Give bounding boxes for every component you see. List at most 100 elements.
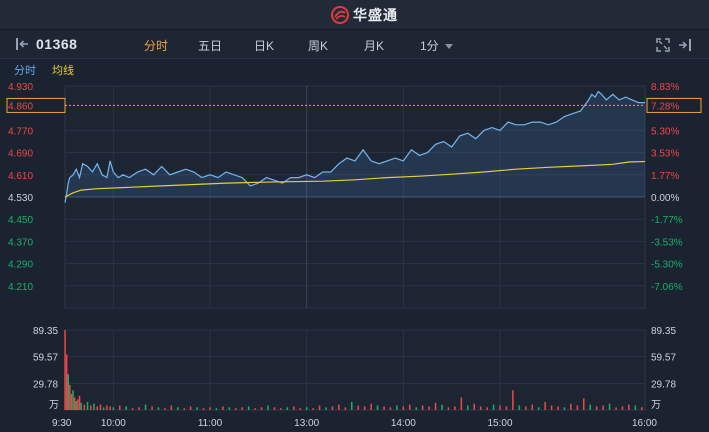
volume-bar bbox=[518, 405, 521, 410]
volume-bar bbox=[447, 407, 450, 410]
volume-bar bbox=[428, 406, 430, 410]
time-axis-label: 11:00 bbox=[198, 418, 223, 429]
volume-bar bbox=[563, 407, 566, 410]
percent-axis-label: 3.53% bbox=[651, 149, 679, 160]
volume-bar bbox=[383, 406, 385, 410]
volume-bar bbox=[106, 405, 108, 410]
intraday-chart[interactable]: 4.930 8.83% 4.860 7.28% 4.770 5.30% 4.690 3.53%… bbox=[0, 80, 709, 432]
volume-bar bbox=[144, 404, 147, 410]
volume-bar bbox=[351, 401, 353, 410]
volume-bar bbox=[64, 330, 66, 410]
volume-bar bbox=[402, 406, 405, 410]
volume-axis-label: 29.78 bbox=[33, 379, 58, 390]
current-price-box bbox=[6, 97, 66, 113]
volume-bar bbox=[228, 407, 231, 410]
volume-bar bbox=[557, 406, 559, 410]
volume-bar bbox=[109, 406, 111, 410]
volume-bar bbox=[209, 407, 211, 410]
volume-bar bbox=[138, 407, 140, 410]
back-icon[interactable] bbox=[14, 36, 30, 52]
volume-bar bbox=[641, 407, 643, 410]
tab-daily-k[interactable]: 日K bbox=[254, 39, 275, 53]
volume-bar bbox=[151, 406, 153, 410]
percent-axis-label: -7.06% bbox=[651, 282, 683, 293]
volume-bar bbox=[486, 407, 488, 410]
volume-bar bbox=[512, 390, 514, 410]
price-axis-label: 4.290 bbox=[8, 260, 33, 271]
volume-unit-label-right: 万 bbox=[651, 400, 661, 411]
volume-bar bbox=[376, 405, 379, 410]
volume-bar bbox=[280, 408, 282, 410]
mode-label[interactable]: 分时 bbox=[14, 65, 36, 77]
volume-bar bbox=[99, 404, 102, 410]
volume-bar bbox=[183, 408, 185, 410]
volume-bar bbox=[479, 406, 482, 410]
volume-bar bbox=[86, 401, 89, 410]
volume-bar bbox=[396, 405, 398, 410]
volume-axis-label: 89.35 bbox=[33, 326, 58, 337]
percent-axis-label: -3.53% bbox=[651, 237, 683, 248]
volume-bar bbox=[235, 408, 237, 410]
volume-bar bbox=[505, 406, 508, 410]
volume-bar bbox=[164, 408, 166, 410]
volume-bar bbox=[131, 408, 134, 410]
volume-bar bbox=[415, 407, 417, 410]
volume-bar bbox=[621, 406, 624, 410]
volume-bar bbox=[202, 408, 205, 410]
volume-bar bbox=[73, 397, 76, 410]
volume-bar bbox=[460, 397, 463, 410]
tab-five-day[interactable]: 五日 bbox=[198, 39, 223, 53]
tab-weekly-k[interactable]: 周K bbox=[308, 39, 329, 53]
volume-bar bbox=[467, 405, 469, 410]
volume-bar bbox=[525, 406, 527, 410]
volume-unit-label: 万 bbox=[49, 400, 59, 411]
volume-bar bbox=[389, 407, 392, 410]
volume-bar bbox=[125, 406, 127, 410]
tab-minute-interval[interactable]: 1分 bbox=[420, 37, 453, 54]
price-axis-label: 4.450 bbox=[8, 215, 33, 226]
volume-bar bbox=[409, 404, 411, 410]
volume-bar bbox=[119, 405, 121, 410]
collapse-panel-icon[interactable] bbox=[678, 38, 692, 52]
volume-bar bbox=[434, 402, 437, 410]
volume-bar bbox=[83, 404, 86, 410]
volume-bar bbox=[299, 408, 301, 410]
volume-axis-label-right: 59.57 bbox=[651, 353, 676, 364]
indicator-bar: 分时 均线 bbox=[0, 60, 709, 80]
tab-intraday[interactable]: 分时 bbox=[144, 39, 169, 53]
volume-bar bbox=[93, 403, 95, 410]
volume-bar bbox=[157, 407, 160, 410]
volume-bar bbox=[370, 403, 372, 410]
huasheng-logo-icon bbox=[331, 6, 349, 24]
time-axis-label: 10:00 bbox=[101, 418, 126, 429]
percent-axis-label: 0.00% bbox=[651, 193, 679, 204]
percent-axis-label: -5.30% bbox=[651, 260, 683, 271]
volume-bar bbox=[550, 405, 553, 410]
price-axis-label: 4.210 bbox=[8, 282, 33, 293]
volume-bar bbox=[454, 406, 456, 410]
volume-bar bbox=[102, 407, 105, 410]
volume-axis-label: 59.57 bbox=[33, 353, 58, 364]
time-axis-label: 15:00 bbox=[487, 418, 512, 429]
current-change-box bbox=[646, 97, 702, 113]
brand: 华盛通 bbox=[331, 6, 398, 24]
volume-bar bbox=[260, 407, 263, 410]
time-axis-label: 14:00 bbox=[391, 418, 416, 429]
tab-monthly-k[interactable]: 月K bbox=[364, 39, 385, 53]
volume-bar bbox=[65, 354, 68, 410]
volume-bar bbox=[492, 404, 495, 410]
volume-bar bbox=[595, 406, 598, 410]
volume-bar bbox=[583, 398, 585, 410]
volume-bar bbox=[615, 407, 617, 410]
volume-bar bbox=[222, 406, 224, 410]
volume-bar bbox=[421, 405, 424, 410]
avg-line-label[interactable]: 均线 bbox=[52, 65, 74, 77]
title-bar: 华盛通 bbox=[0, 0, 709, 30]
time-axis-label: 9:30 bbox=[52, 418, 72, 429]
volume-axis-label-right: 89.35 bbox=[651, 326, 676, 337]
percent-axis-label: 8.83% bbox=[651, 82, 679, 93]
price-axis-label: 4.770 bbox=[8, 126, 33, 137]
volume-bar bbox=[576, 405, 579, 410]
fullscreen-icon[interactable] bbox=[656, 38, 670, 52]
price-axis-label: 4.530 bbox=[8, 193, 33, 204]
